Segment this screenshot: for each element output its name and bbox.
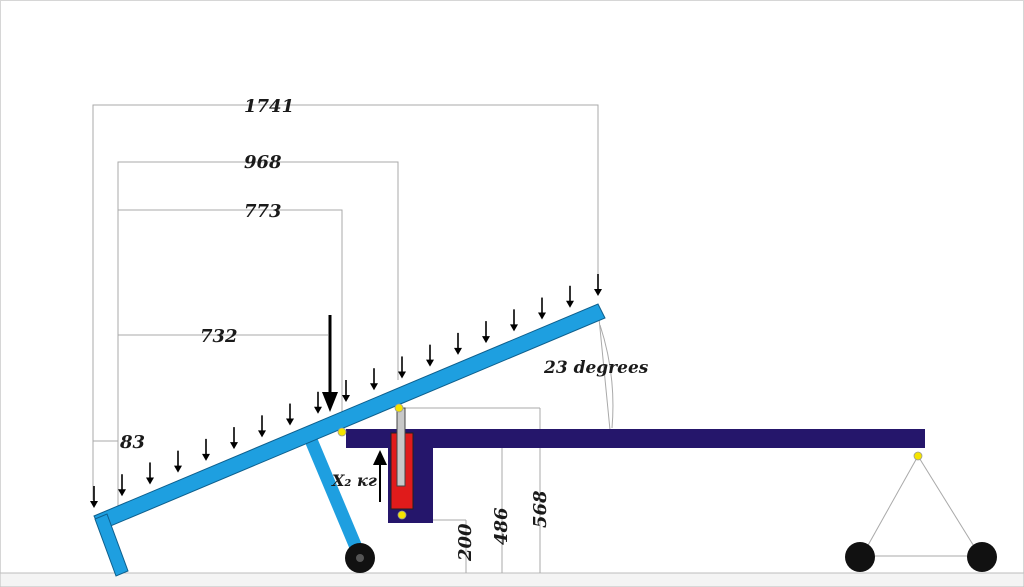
load-arrow — [146, 462, 154, 485]
load-arrow — [174, 450, 182, 473]
dim-568-label: 568 — [530, 490, 551, 528]
pivot-rear-support — [913, 451, 923, 461]
base-frame — [346, 429, 925, 523]
dim-732-label: 732 — [200, 326, 238, 347]
load-arrow — [90, 486, 98, 508]
dim-83-label: 83 — [119, 432, 145, 453]
dim-200-label: 200 — [455, 523, 476, 562]
dim-773-label: 773 — [244, 201, 282, 222]
frame-beam — [346, 429, 925, 448]
ramp-lip — [94, 513, 129, 577]
dim-486-label: 486 — [491, 507, 512, 545]
wheels — [345, 542, 997, 573]
load-arrow — [538, 297, 546, 320]
load-arrow — [426, 344, 434, 367]
load-arrow — [258, 415, 266, 438]
hydraulic-cylinder — [390, 407, 414, 510]
resultant-load-arrow — [322, 315, 338, 412]
ramp-deck — [93, 303, 606, 531]
force-label: X₂ кг — [331, 471, 377, 490]
pivot-ramp-frame — [337, 427, 347, 437]
ground — [0, 572, 1024, 587]
pivot-cylinder-bottom — [397, 510, 407, 520]
dim-968-label: 968 — [244, 152, 282, 173]
ramp — [93, 303, 606, 577]
load-arrow — [314, 391, 322, 414]
load-arrow — [454, 332, 462, 355]
load-arrow — [202, 438, 210, 461]
load-arrow — [370, 368, 378, 391]
load-arrow — [398, 356, 406, 379]
load-arrow — [230, 427, 238, 450]
pivot-points — [337, 403, 923, 520]
distributed-load — [90, 274, 602, 508]
front-wheel — [345, 543, 375, 573]
load-arrow — [342, 380, 350, 402]
angle-label: 23 degrees — [543, 358, 649, 378]
load-arrow — [482, 321, 490, 344]
cylinder-force-arrow — [373, 450, 387, 502]
load-arrow — [118, 474, 126, 497]
load-arrow — [594, 274, 602, 296]
rear-wheel-left — [845, 542, 875, 572]
rear-wheel-right — [967, 542, 997, 572]
dim-1741-label: 1741 — [244, 96, 294, 117]
load-arrow — [286, 403, 294, 426]
cylinder-rod — [396, 407, 406, 487]
load-arrow — [566, 285, 574, 308]
ramp-support-leg — [305, 437, 364, 555]
pivot-rod-top — [394, 403, 404, 413]
load-arrow — [510, 309, 518, 332]
